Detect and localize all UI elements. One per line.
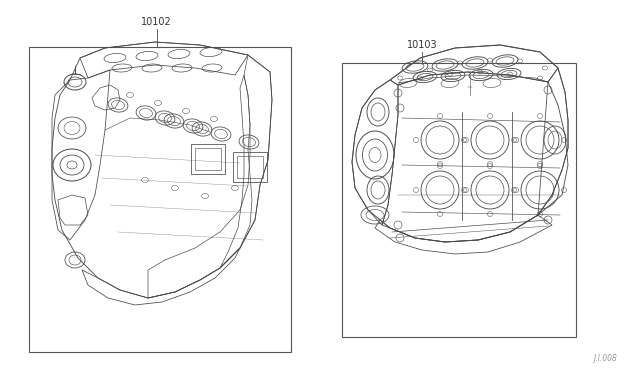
Text: 10102: 10102 [141,17,172,27]
Text: 10103: 10103 [407,40,438,49]
Bar [29,46,291,352]
Bar [342,63,576,337]
Text: J.I.008: J.I.008 [594,354,618,363]
